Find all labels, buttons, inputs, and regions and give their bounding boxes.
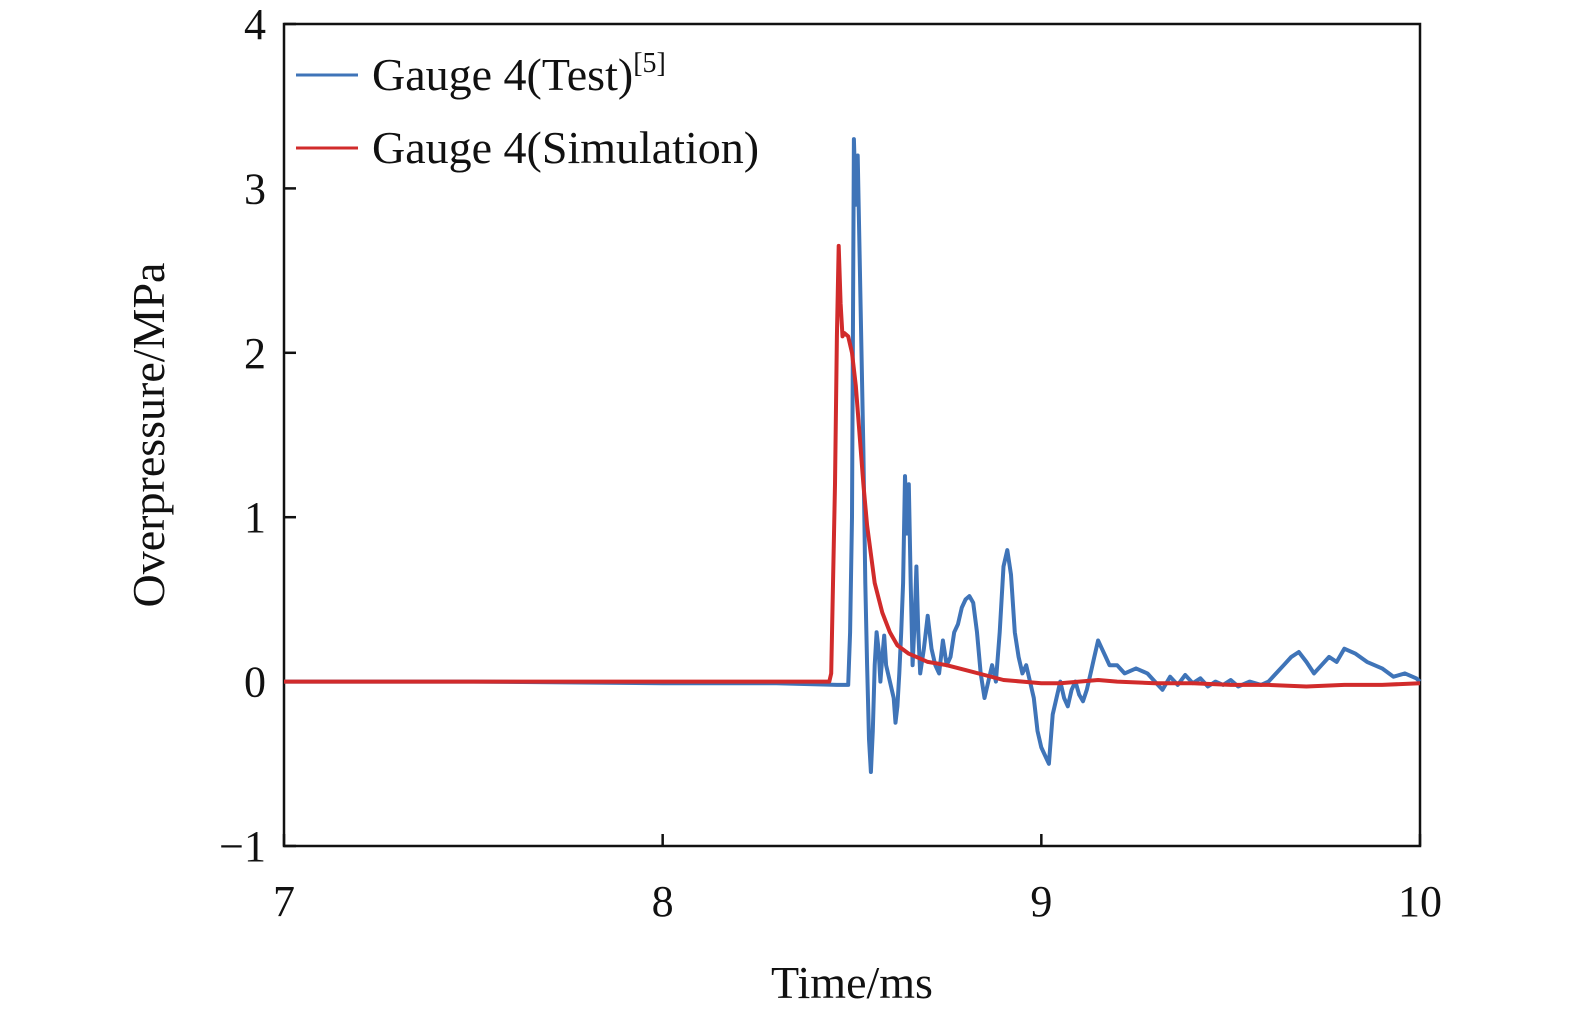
y-tick-label: 4	[244, 0, 266, 49]
legend-test-name: Gauge 4(Test)	[372, 49, 633, 100]
axes-layer: 7 8 9 10 −1 0 1 2 3 4	[219, 0, 1442, 926]
x-tick-label: 9	[1030, 877, 1052, 926]
x-tick-label: 7	[273, 877, 295, 926]
y-tick-label: 3	[244, 164, 266, 213]
x-tick-label: 10	[1398, 877, 1442, 926]
legend: Gauge 4(Test)[5] Gauge 4(Simulation)	[296, 48, 759, 173]
legend-simulation-label: Gauge 4(Simulation)	[372, 122, 759, 173]
y-tick-label: 0	[244, 658, 266, 707]
y-axis-title: Overpressure/MPa	[123, 263, 174, 608]
legend-test-label: Gauge 4(Test)[5]	[372, 48, 666, 100]
y-tick-label: −1	[219, 822, 266, 871]
y-tick-label: 2	[244, 329, 266, 378]
series-layer	[284, 137, 1422, 774]
plot-frame	[282, 22, 1422, 848]
legend-test-superscript: [5]	[633, 48, 666, 79]
x-axis-title: Time/ms	[771, 957, 933, 1008]
x-tick-label: 8	[652, 877, 674, 926]
series-line-test	[284, 137, 1422, 774]
series-line-simulation	[284, 243, 1421, 689]
y-tick-label: 1	[244, 493, 266, 542]
